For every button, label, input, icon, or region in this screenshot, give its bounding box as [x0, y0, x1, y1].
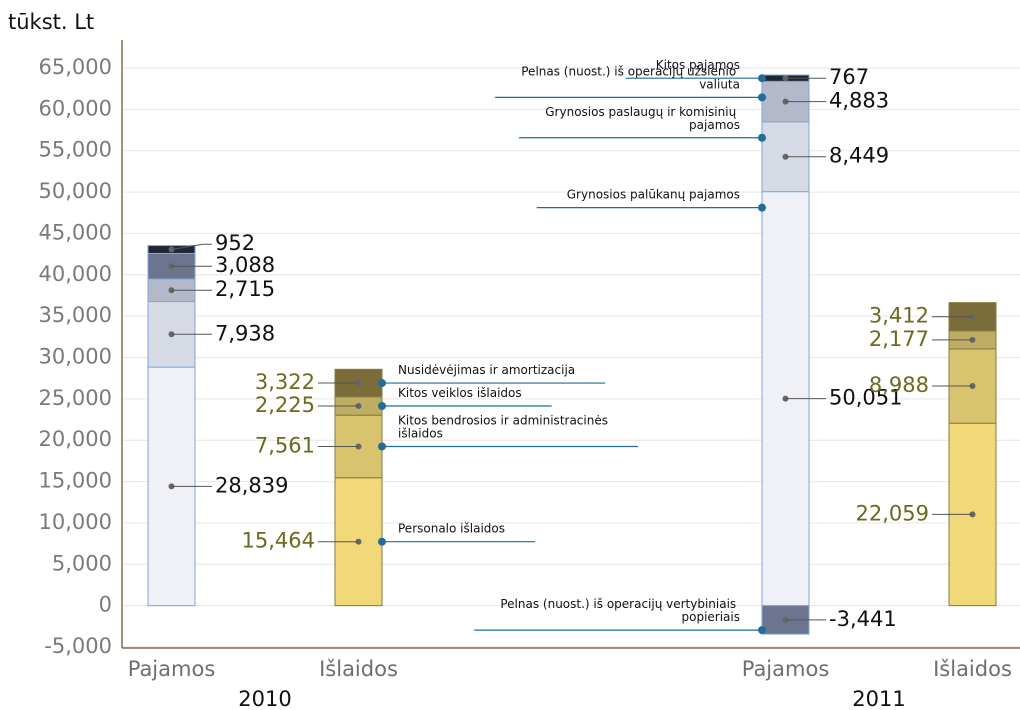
y-tick-label: 45,000 [39, 220, 112, 244]
y-tick-label: -5,000 [44, 634, 112, 658]
y-tick-label: 20,000 [39, 427, 112, 451]
category-label: Pajamos [128, 657, 216, 681]
callout-dot [378, 379, 386, 388]
value-label: 22,059 [856, 501, 929, 525]
value-label: 3,322 [255, 370, 315, 394]
series-callout: Nusidėvėjimas ir amortizacija [398, 363, 575, 377]
y-tick-label: 50,000 [39, 179, 112, 203]
value-label: 952 [215, 231, 255, 255]
y-tick-label: 5,000 [52, 551, 112, 575]
callout-dot [758, 133, 766, 142]
y-tick-label: 65,000 [39, 55, 112, 79]
value-label: 767 [829, 65, 869, 89]
y-tick-label: 55,000 [39, 138, 112, 162]
leader-line [171, 243, 212, 251]
value-label: 8,449 [829, 144, 889, 168]
value-label: 3,412 [869, 304, 929, 328]
value-label: 2,715 [215, 277, 275, 301]
category-label: Išlaidos [933, 657, 1012, 681]
y-tick-label: 30,000 [39, 345, 112, 369]
callout-dot [758, 626, 766, 635]
value-label: 3,088 [215, 253, 275, 277]
year-label: 2010 [238, 687, 291, 710]
series-callout: Pelnas (nuost.) iš operacijų užsienio va… [521, 64, 740, 91]
callout-dot [378, 401, 386, 410]
value-label: 28,839 [215, 473, 288, 497]
value-label: 50,051 [829, 386, 902, 410]
value-label: 8,988 [869, 373, 929, 397]
value-label: 4,883 [829, 89, 889, 113]
y-tick-label: 25,000 [39, 386, 112, 410]
category-label: Pajamos [742, 657, 830, 681]
y-tick-label: 15,000 [39, 469, 112, 493]
series-callout: Kitos pajamos [656, 58, 740, 72]
callout-dot [378, 537, 386, 546]
y-tick-label: 40,000 [39, 262, 112, 286]
value-label: 7,938 [215, 321, 275, 345]
y-tick-label: 0 [99, 593, 112, 617]
value-label: 7,561 [255, 433, 315, 457]
year-label: 2011 [852, 687, 905, 710]
callout-dot [378, 442, 386, 451]
y-axis-label: tūkst. Lt [8, 10, 94, 34]
y-tick-label: 10,000 [39, 510, 112, 534]
series-callout: Kitos veiklos išlaidos [398, 385, 522, 399]
y-tick-label: 60,000 [39, 96, 112, 120]
series-callout: Kitos bendrosios ir administracinės išla… [398, 413, 612, 440]
series-callout: Grynosios palūkanų pajamos [567, 187, 740, 201]
callout-dot [758, 93, 766, 102]
series-callout: Pelnas (nuost.) iš operacijų vertybiniai… [500, 597, 740, 624]
value-label: -3,441 [829, 607, 897, 631]
value-label: 15,464 [242, 529, 315, 553]
series-callout: Grynosios paslaugų ir komisinių pajamos [545, 104, 740, 131]
y-tick-label: 35,000 [39, 303, 112, 327]
callout-dot [758, 203, 766, 212]
category-label: Išlaidos [319, 657, 398, 681]
series-callout: Personalo išlaidos [398, 521, 505, 535]
value-label: 2,177 [869, 327, 929, 351]
value-label: 2,225 [255, 393, 315, 417]
callout-dot [758, 74, 766, 83]
